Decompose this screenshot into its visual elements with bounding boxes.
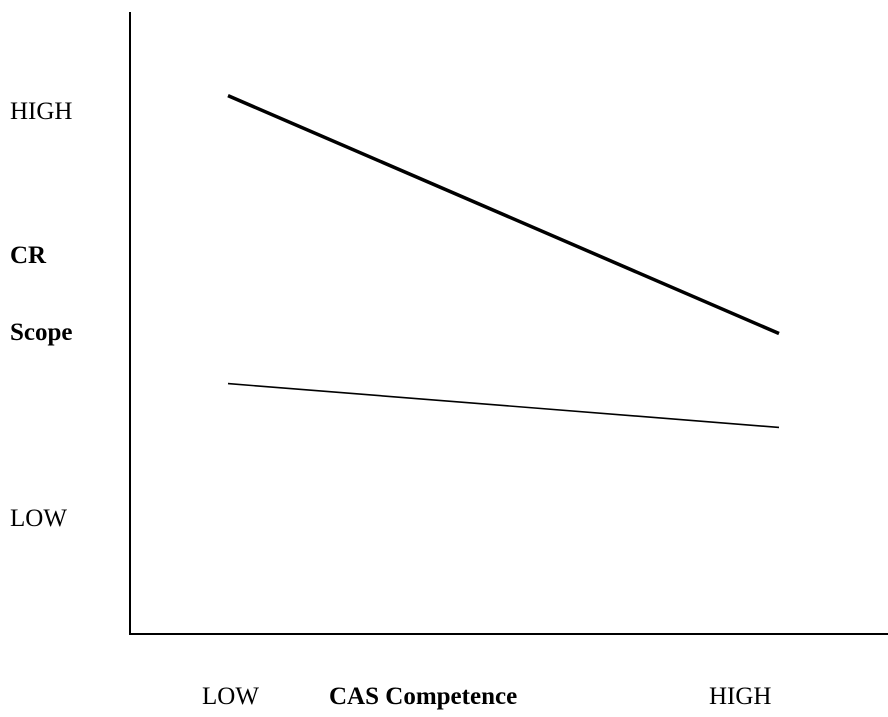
x-tick-label-high: HIGH <box>709 683 772 710</box>
series-line-heavy <box>227 94 780 336</box>
y-axis-label-line-1: CR <box>10 242 47 269</box>
series-layer <box>227 94 780 429</box>
series-line-thin <box>227 382 780 429</box>
y-tick-label-low: LOW <box>10 505 67 532</box>
y-axis-label-line-2: Scope <box>10 319 73 346</box>
x-axis-label: CAS Competence <box>329 683 517 710</box>
x-tick-label-low: LOW <box>202 683 259 710</box>
y-tick-label-high: HIGH <box>10 98 73 125</box>
